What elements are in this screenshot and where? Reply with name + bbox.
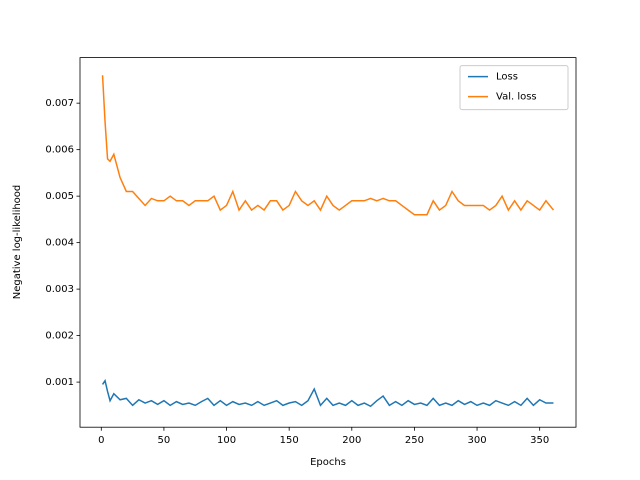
legend-label: Loss xyxy=(496,72,518,83)
x-tick-label: 150 xyxy=(280,435,299,446)
y-tick-label: 0.006 xyxy=(45,145,74,156)
y-tick-label: 0.001 xyxy=(45,377,74,388)
data-line xyxy=(101,378,554,408)
x-tick-label: 350 xyxy=(530,435,549,446)
y-tick-label: 0.002 xyxy=(45,331,74,342)
data-line xyxy=(101,75,555,216)
x-tick-label: 250 xyxy=(405,435,424,446)
x-tick-label: 200 xyxy=(342,435,361,446)
y-tick-label: 0.004 xyxy=(45,238,74,249)
x-tick-label: 100 xyxy=(217,435,236,446)
x-tick-label: 0 xyxy=(98,435,104,446)
legend-label: Val. loss xyxy=(496,92,537,103)
y-tick-label: 0.005 xyxy=(45,191,74,202)
x-tick-label: 50 xyxy=(158,435,171,446)
plot-frame xyxy=(79,57,577,428)
x-axis-label: Epochs xyxy=(310,457,346,468)
x-tick-label: 300 xyxy=(468,435,487,446)
y-tick-label: 0.007 xyxy=(45,98,74,109)
y-axis-label: Negative log-likelihood xyxy=(12,185,23,300)
y-tick-label: 0.003 xyxy=(45,284,74,295)
